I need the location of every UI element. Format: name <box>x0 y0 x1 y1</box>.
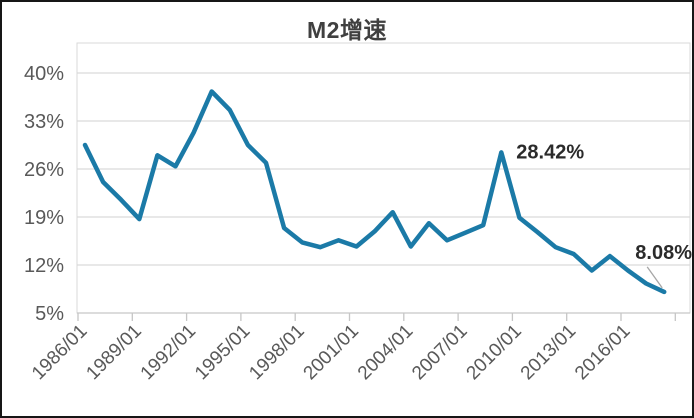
data-point-label: 8.08% <box>635 242 692 264</box>
y-tick-label: 40% <box>24 63 64 85</box>
x-tick-label: 2016/01 <box>571 321 634 384</box>
y-tick-label: 12% <box>24 255 64 277</box>
y-tick-label: 33% <box>24 111 64 133</box>
x-tick-label: 2013/01 <box>517 321 580 384</box>
m2-growth-line <box>82 89 667 295</box>
x-tick-label: 1989/01 <box>82 321 145 384</box>
x-tick-label: 2001/01 <box>300 321 363 384</box>
y-tick-label: 26% <box>24 159 64 181</box>
y-tick-label: 5% <box>35 303 64 325</box>
leader-line <box>646 266 663 289</box>
x-tick-label: 2007/01 <box>408 321 471 384</box>
x-tick-label: 2010/01 <box>463 321 526 384</box>
x-tick-label: 1986/01 <box>28 321 91 384</box>
chart-title: M2增速 <box>307 17 387 43</box>
x-tick-label: 2004/01 <box>354 321 417 384</box>
x-tick-label: 1992/01 <box>137 321 200 384</box>
plot-area-border <box>76 42 691 314</box>
x-tick-label: 1995/01 <box>191 321 254 384</box>
data-point-label: 28.42% <box>516 141 584 163</box>
y-tick-label: 19% <box>24 207 64 229</box>
x-tick-label: 1998/01 <box>245 321 308 384</box>
